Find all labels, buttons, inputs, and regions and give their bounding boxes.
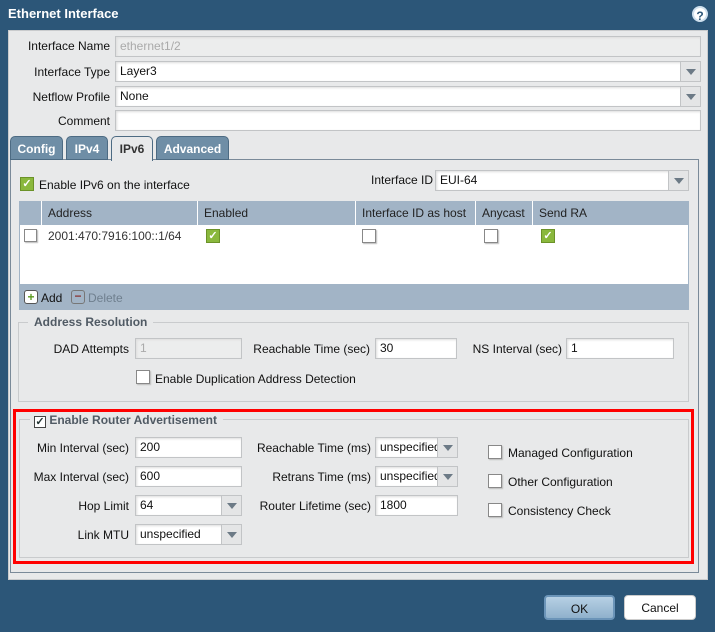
other-config-checkbox[interactable]: [488, 474, 502, 488]
comment-label: Comment: [57, 114, 110, 128]
comment-input[interactable]: [115, 110, 701, 131]
send-ra-checkbox[interactable]: ✓: [541, 229, 555, 243]
link-mtu-select[interactable]: unspecified: [135, 524, 242, 545]
tab-ipv6[interactable]: IPv6: [111, 136, 153, 161]
netflow-profile-select[interactable]: None: [115, 86, 701, 107]
chevron-down-icon[interactable]: [437, 467, 457, 486]
tab-config[interactable]: Config: [10, 136, 63, 160]
interface-id-select[interactable]: EUI-64: [435, 170, 689, 191]
enabled-checkbox[interactable]: ✓: [206, 229, 220, 243]
tab-ipv4[interactable]: IPv4: [66, 136, 108, 160]
ok-button[interactable]: OK: [544, 595, 615, 620]
column-header-address[interactable]: Address: [42, 201, 198, 225]
dad-attempts-label: DAD Attempts: [53, 342, 129, 356]
chevron-down-icon[interactable]: [680, 62, 700, 81]
hop-limit-label: Hop Limit: [78, 499, 129, 513]
hop-limit-select[interactable]: 64: [135, 495, 242, 516]
row-select-checkbox[interactable]: [24, 229, 37, 242]
interface-id-value: EUI-64: [440, 173, 478, 187]
tab-advanced[interactable]: Advanced: [156, 136, 229, 160]
help-icon[interactable]: ?: [692, 6, 708, 23]
managed-config-checkbox[interactable]: [488, 445, 502, 459]
router-lifetime-input[interactable]: 1800: [375, 495, 458, 516]
add-icon[interactable]: +: [24, 290, 38, 304]
chevron-down-icon[interactable]: [437, 438, 457, 457]
enable-ra-checkbox[interactable]: ✓: [34, 416, 46, 428]
enable-dad-label: Enable Duplication Address Detection: [155, 372, 356, 386]
router-advertisement-fieldset: [19, 419, 689, 558]
chevron-down-icon[interactable]: [668, 171, 688, 190]
anycast-checkbox[interactable]: [484, 229, 498, 243]
ra-reachable-time-value: unspecified: [380, 440, 441, 454]
chevron-down-icon[interactable]: [221, 496, 241, 515]
router-advertisement-legend: ✓ Enable Router Advertisement: [30, 413, 223, 428]
link-mtu-label: Link MTU: [77, 528, 129, 542]
other-config-label: Other Configuration: [508, 475, 613, 489]
ra-reachable-time-select[interactable]: unspecified: [375, 437, 458, 458]
managed-config-label: Managed Configuration: [508, 446, 633, 460]
column-header-interface-id-as-host[interactable]: Interface ID as host: [356, 201, 476, 225]
address-resolution-fieldset: [18, 322, 689, 402]
dialog-title: Ethernet Interface: [8, 6, 119, 21]
retrans-time-label: Retrans Time (ms): [272, 470, 371, 484]
enable-dad-checkbox[interactable]: [136, 370, 150, 384]
column-header-anycast[interactable]: Anycast: [476, 201, 533, 225]
chevron-down-icon[interactable]: [680, 87, 700, 106]
retrans-time-value: unspecified: [380, 469, 441, 483]
select-column-header: [19, 201, 42, 225]
cancel-button[interactable]: Cancel: [624, 595, 696, 620]
min-interval-label: Min Interval (sec): [36, 441, 129, 455]
chevron-down-icon[interactable]: [221, 525, 241, 544]
ar-reachable-time-input[interactable]: 30: [375, 338, 457, 359]
highlight-box: [13, 409, 694, 564]
consistency-check-label: Consistency Check: [508, 504, 611, 518]
column-header-send-ra[interactable]: Send RA: [533, 201, 689, 225]
interface-name-input[interactable]: ethernet1/2: [115, 36, 701, 57]
table-row[interactable]: 2001:470:7916:100::1/64 ✓ ✓: [19, 226, 689, 246]
max-interval-label: Max Interval (sec): [33, 470, 129, 484]
delete-icon[interactable]: −: [71, 290, 85, 304]
enable-ipv6-label: Enable IPv6 on the interface: [39, 178, 190, 192]
link-mtu-value: unspecified: [140, 527, 201, 541]
interface-type-select[interactable]: Layer3: [115, 61, 701, 82]
dad-attempts-input[interactable]: 1: [135, 338, 242, 359]
address-resolution-legend: Address Resolution: [28, 315, 154, 329]
ra-reachable-time-label: Reachable Time (ms): [256, 441, 371, 455]
table-toolbar: [19, 284, 689, 310]
min-interval-input[interactable]: 200: [135, 437, 242, 458]
router-lifetime-label: Router Lifetime (sec): [259, 499, 371, 513]
ns-interval-label: NS Interval (sec): [472, 342, 562, 356]
netflow-profile-value: None: [120, 89, 149, 103]
interface-type-label: Interface Type: [34, 65, 110, 79]
interface-name-label: Interface Name: [27, 39, 110, 53]
ar-reachable-time-label: Reachable Time (sec): [253, 342, 370, 356]
hop-limit-value: 64: [140, 498, 154, 512]
interface-type-value: Layer3: [120, 64, 157, 78]
consistency-check-checkbox[interactable]: [488, 503, 502, 517]
interface-id-as-host-checkbox[interactable]: [362, 229, 376, 243]
ns-interval-input[interactable]: 1: [566, 338, 674, 359]
column-header-enabled[interactable]: Enabled: [198, 201, 356, 225]
netflow-profile-label: Netflow Profile: [32, 90, 110, 104]
enable-ipv6-checkbox[interactable]: ✓: [20, 177, 34, 191]
enable-ra-label[interactable]: Enable Router Advertisement: [49, 413, 217, 427]
address-cell[interactable]: 2001:470:7916:100::1/64: [48, 229, 182, 243]
retrans-time-select[interactable]: unspecified: [375, 466, 458, 487]
add-button[interactable]: Add: [41, 291, 63, 305]
delete-button[interactable]: Delete: [88, 291, 123, 305]
max-interval-input[interactable]: 600: [135, 466, 242, 487]
interface-id-label: Interface ID: [371, 173, 434, 187]
